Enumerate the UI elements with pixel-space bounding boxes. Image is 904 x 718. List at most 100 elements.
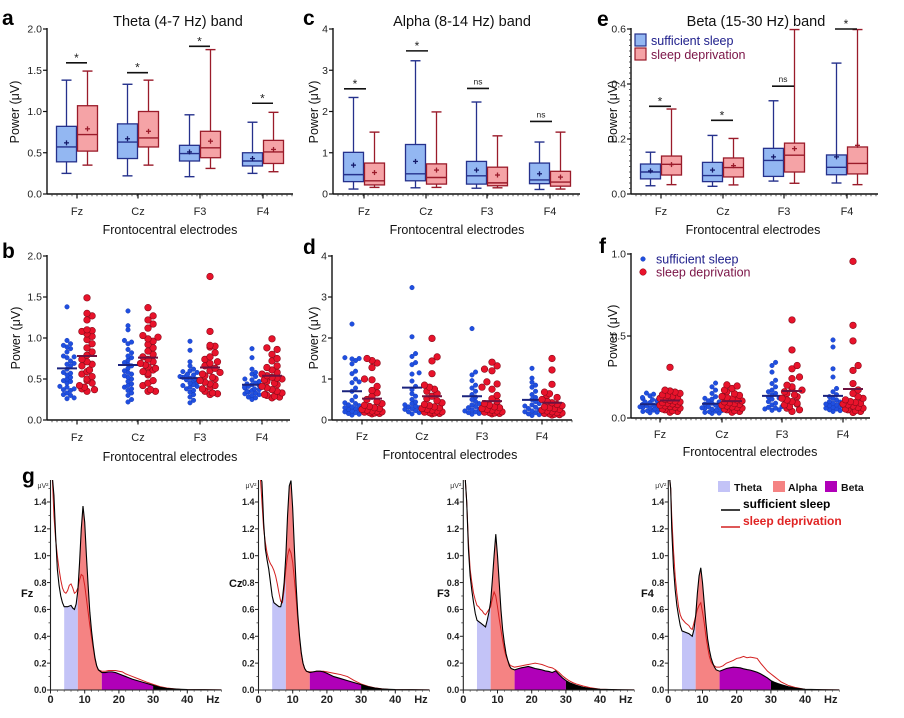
data-point [529, 392, 535, 398]
box-sleep-deprivation-F3 [783, 28, 806, 184]
x-tick-label: F3 [194, 206, 207, 218]
data-point [488, 385, 496, 393]
data-point [139, 368, 147, 376]
data-point [349, 380, 355, 386]
panel-title: Theta (4-7 Hz) band [113, 14, 243, 30]
data-point [709, 406, 715, 412]
y-tick-label: 0.6 [34, 605, 47, 615]
x-tick-label: Cz [415, 431, 428, 443]
y-tick-label: 0.0 [611, 189, 626, 201]
data-point [60, 369, 66, 375]
x-tick-label: F3 [481, 206, 494, 218]
data-point [702, 395, 708, 401]
data-point [529, 375, 535, 381]
data-point [187, 394, 193, 400]
box-sufficient-sleep-F3 [465, 101, 488, 189]
data-point [413, 399, 419, 405]
band-fill-theta [681, 616, 696, 690]
legend-label: sufficient sleep [651, 34, 734, 48]
legend-label: Beta [841, 482, 864, 494]
data-point [420, 381, 429, 389]
data-point [196, 377, 204, 385]
data-point [409, 334, 415, 340]
x-tick-label: 10 [287, 694, 299, 706]
y-tick-label: 1.0 [611, 249, 626, 261]
data-point [349, 397, 355, 403]
data-point [249, 392, 255, 398]
x-axis-label: Frontocentral electrodes [103, 450, 238, 464]
y-tick-label: 0.0 [447, 685, 460, 695]
band-fill-theta [64, 590, 78, 690]
data-point [353, 385, 359, 391]
data-point [529, 402, 535, 408]
data-point [462, 408, 468, 414]
y-tick-label: 0.6 [242, 605, 255, 615]
data-point [713, 387, 719, 393]
x-tick-label: 0 [255, 694, 261, 706]
legend: Theta Alpha Beta sufficient sleep sleep depr… [718, 481, 864, 528]
data-point [249, 346, 255, 352]
y-tick-label: 0.2 [34, 658, 47, 668]
x-unit-label: Hz [414, 694, 428, 706]
data-point [129, 386, 135, 392]
data-point [71, 386, 77, 392]
significance-label: * [415, 39, 420, 53]
x-tick-label: 10 [696, 694, 708, 706]
data-point [253, 369, 259, 375]
data-point [465, 405, 471, 411]
data-point [64, 390, 70, 396]
dots-sufficient-sleep-F3 [177, 338, 200, 406]
y-tick-label: 0.0 [611, 413, 626, 425]
y-tick-label: 1.0 [652, 551, 665, 561]
y-tick-label: 4 [322, 24, 328, 36]
data-point [64, 349, 70, 355]
y-unit-label: μV² [245, 483, 257, 490]
x-tick-label: F3 [776, 429, 789, 441]
electrode-label: F3 [437, 588, 450, 600]
x-tick-label: F4 [536, 431, 549, 443]
data-point [533, 382, 539, 388]
data-point [830, 389, 836, 395]
data-point [823, 401, 829, 407]
data-point [640, 395, 646, 401]
data-point [144, 335, 152, 343]
data-point [187, 338, 193, 344]
panel-e-box-plot: e Beta (15-30 Hz) band Fz Cz F3 F4 0.0 0.2 0.4 0.… [597, 8, 878, 237]
panel-d-dot-plot: d Fz Cz F3 F4 0 1 2 3 4 Power (μV) Frontocentral el… [303, 236, 573, 462]
data-point [469, 326, 475, 332]
x-tick-label: Fz [71, 206, 83, 218]
data-point [428, 334, 436, 343]
data-point [191, 397, 197, 403]
box-sufficient-sleep-F4 [241, 121, 264, 175]
x-tick-label: F4 [544, 206, 557, 218]
x-tick-label: 20 [113, 694, 125, 706]
dots-sleep-deprivation-Fz [358, 354, 386, 418]
band-fill-alpha [77, 506, 102, 690]
panel-f-dot-plot: f Fz Cz F3 F4 0.0 0.5 1.0 Power (μV) Frontocentra… [599, 235, 870, 459]
data-point [83, 344, 91, 352]
data-point [206, 327, 214, 336]
sleep-deprivation-curve [51, 480, 222, 690]
data-point [548, 354, 556, 363]
significance-label: ns [779, 74, 788, 84]
data-point [151, 364, 160, 372]
data-point [208, 373, 217, 381]
significance-label: * [260, 91, 265, 105]
x-tick-label: F4 [841, 206, 854, 218]
data-point [830, 337, 836, 343]
x-tick-label: 40 [389, 694, 401, 706]
data-point [409, 353, 415, 359]
data-point [709, 390, 715, 396]
data-point [849, 366, 857, 375]
data-point [651, 391, 657, 397]
y-tick-label: 1.2 [242, 524, 255, 534]
band-fill-alpha [490, 534, 515, 690]
y-tick-label: 1.5 [27, 65, 42, 77]
electrode-label: Fz [21, 588, 34, 600]
y-tick-label: 1.5 [27, 292, 42, 304]
y-tick-label: 0.4 [652, 631, 665, 641]
data-point [428, 370, 436, 378]
band-fill-above-beta [770, 680, 823, 690]
data-point [488, 367, 496, 375]
